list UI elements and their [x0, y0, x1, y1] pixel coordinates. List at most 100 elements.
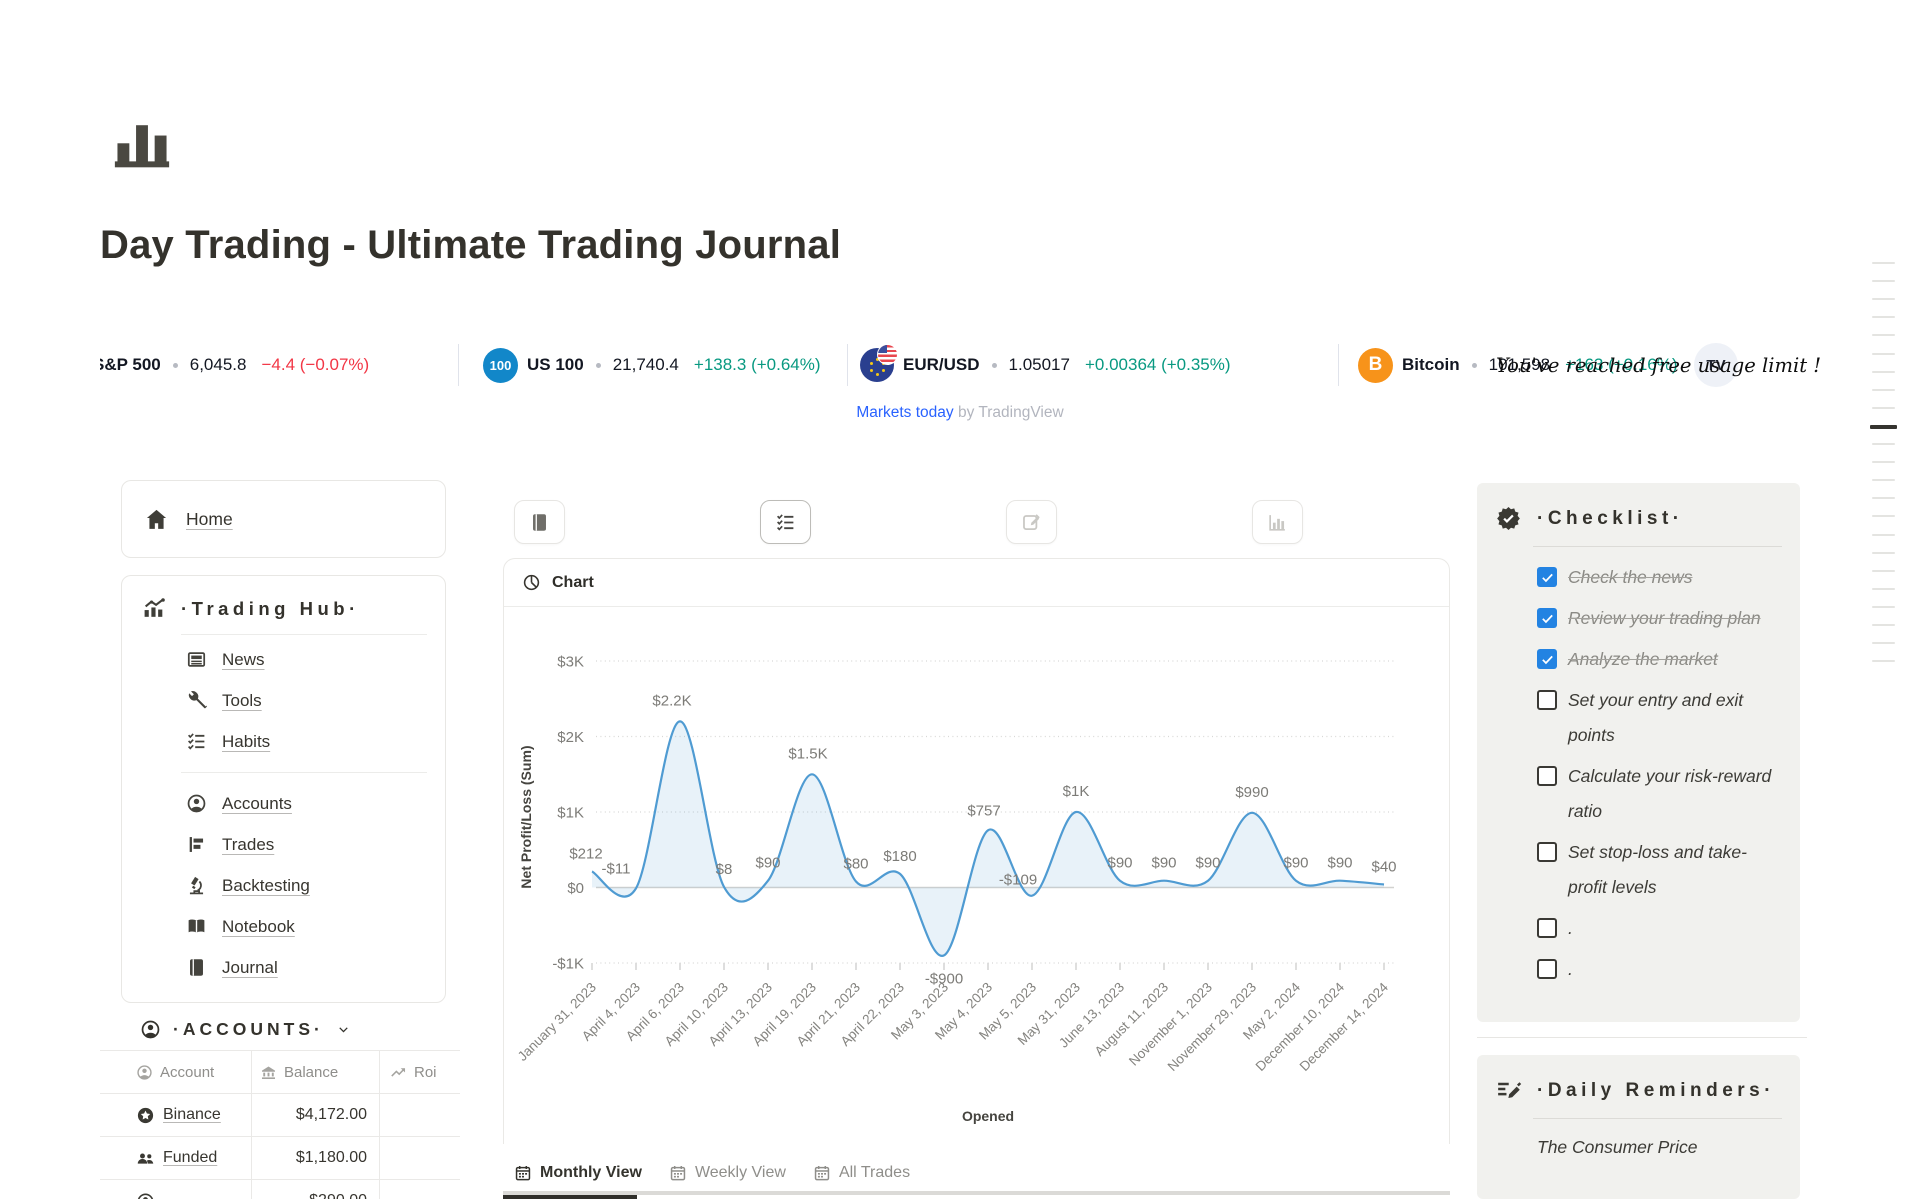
scroll-line-marker [1872, 570, 1895, 572]
ticker-change: +138.3 (+0.64%) [693, 355, 821, 374]
checklist-item: Analyze the market [1537, 642, 1782, 677]
home-label[interactable]: Home [186, 508, 233, 529]
ticker-item-s-p-500[interactable]: S&P 500 6,045.8 −4.4 (−0.07%) [100, 336, 369, 394]
scroll-line-marker [1872, 371, 1895, 373]
house-icon [144, 507, 169, 532]
balance-cell[interactable]: $4,172.00 [252, 1094, 380, 1136]
svg-text:$180: $180 [883, 848, 916, 865]
tab-label: All Trades [838, 1164, 911, 1181]
journal-button[interactable] [514, 500, 565, 544]
sidebar-item-tools[interactable]: Tools [122, 680, 445, 721]
checkbox-checked[interactable] [1537, 608, 1557, 628]
ticker-change: −4.4 (−0.07%) [261, 355, 370, 374]
svg-text:$3K: $3K [557, 654, 584, 671]
chart-button[interactable] [1252, 500, 1303, 544]
svg-text:Net Profit/Loss (Sum): Net Profit/Loss (Sum) [518, 745, 534, 888]
balance-cell[interactable]: $290.00 [252, 1180, 380, 1199]
column-header-roi[interactable]: Roi [380, 1051, 460, 1093]
ticker-item-us-100[interactable]: 100 US 100 21,740.4 +138.3 (+0.64%) [483, 336, 821, 394]
checklist-item: . [1537, 911, 1782, 946]
scroll-line-marker [1872, 660, 1895, 662]
ticker-item-eur-usd[interactable]: EUR/USD 1.05017 +0.00364 (+0.35%) [860, 336, 1231, 394]
svg-text:$757: $757 [967, 802, 1000, 819]
checkbox-checked[interactable] [1537, 567, 1557, 587]
ticker-item-bitcoin[interactable]: B Bitcoin 101,598 +163 (+0.16%) [1358, 336, 1678, 394]
ticker-divider [847, 344, 848, 386]
sidebar-item-notebook[interactable]: Notebook [122, 906, 445, 947]
sidebar-item-trades[interactable]: Trades [122, 824, 445, 865]
scroll-line-marker [1872, 534, 1895, 536]
checkbox-unchecked[interactable] [1537, 766, 1557, 786]
svg-text:$90: $90 [755, 855, 780, 872]
sidebar-item-label[interactable]: Trades [222, 834, 275, 854]
tab-weekly-view[interactable]: Weekly View [669, 1164, 786, 1182]
checkbox-unchecked[interactable] [1537, 842, 1557, 862]
tab-monthly-view[interactable]: Monthly View [514, 1164, 642, 1182]
accounts-section-toggle[interactable]: ·ACCOUNTS· [140, 1019, 462, 1040]
trading-hub-title: ·Trading Hub· [181, 597, 360, 619]
balance-cell[interactable]: $1,180.00 [252, 1137, 380, 1179]
svg-text:$80: $80 [843, 856, 868, 873]
account-cell[interactable]: Binance [100, 1094, 252, 1136]
sidebar-item-accounts[interactable]: Accounts [122, 783, 445, 824]
account-name[interactable]: Funded [163, 1149, 218, 1166]
scroll-line-marker [1872, 316, 1895, 318]
sidebar-item-label[interactable]: Backtesting [222, 875, 310, 895]
divider [1477, 1037, 1807, 1038]
svg-text:$990: $990 [1235, 784, 1268, 801]
sidebar-item-label[interactable]: Habits [222, 731, 271, 751]
account-name[interactable]: Binance [163, 1106, 221, 1123]
sidebar-item-label[interactable]: Accounts [222, 793, 292, 813]
chevron-down-icon[interactable] [336, 1022, 351, 1037]
tab-label: Monthly View [540, 1164, 642, 1181]
left-sidebar: Home ·Trading Hub· News Tools Habits Accoun… [100, 480, 462, 1199]
checklist-title: ·Checklist· [1537, 508, 1684, 529]
checklist-icon [775, 512, 796, 533]
scroll-line-marker [1872, 407, 1895, 409]
tab-all-trades[interactable]: All Trades [813, 1164, 910, 1182]
roi-cell[interactable] [380, 1180, 460, 1199]
market-ticker-tape: You've reached free usage limit ! TV S&P… [100, 336, 1850, 394]
sidebar-item-label[interactable]: Notebook [222, 916, 295, 936]
ticker-change: +0.00364 (+0.35%) [1084, 355, 1231, 374]
roi-cell[interactable] [380, 1094, 460, 1136]
page-emoji-bar-chart-icon [104, 111, 180, 173]
column-header-account[interactable]: Account [100, 1051, 252, 1093]
star-badge-icon [136, 1106, 155, 1125]
ticker-value: 101,598 [1488, 355, 1551, 374]
sidebar-item-backtesting[interactable]: Backtesting [122, 865, 445, 906]
roi-cell[interactable] [380, 1137, 460, 1179]
sidebar-item-home[interactable]: Home [121, 480, 446, 558]
tradingview-logo-badge[interactable]: TV [1694, 343, 1738, 387]
sidebar-item-label[interactable]: News [222, 649, 265, 669]
checklist-button[interactable] [760, 500, 811, 544]
divider [1533, 546, 1782, 547]
compose-icon [1021, 512, 1042, 533]
account-cell[interactable]: Funded [100, 1137, 252, 1179]
reminders-header: ·Daily Reminders· [1495, 1075, 1782, 1106]
sidebar-item-label[interactable]: Tools [222, 690, 262, 710]
sidebar-item-news[interactable]: News [122, 639, 445, 680]
compose-button[interactable] [1006, 500, 1057, 544]
bar-chart-small-icon [1267, 512, 1288, 533]
checkbox-unchecked[interactable] [1537, 918, 1557, 938]
person-circle-icon [136, 1064, 153, 1081]
checklist-item-label: Check the news [1568, 567, 1693, 587]
markets-today-link[interactable]: Markets today [856, 404, 954, 421]
checkbox-checked[interactable] [1537, 649, 1557, 669]
sidebar-item-habits[interactable]: Habits [122, 721, 445, 762]
svg-text:$90: $90 [1327, 855, 1352, 872]
sidebar-item-label[interactable]: Journal [222, 957, 278, 977]
checklist-item-label: . [1568, 959, 1573, 979]
svg-text:-$1K: -$1K [552, 956, 584, 973]
pie-chart-icon [522, 573, 541, 592]
sidebar-item-journal[interactable]: Journal [122, 947, 445, 988]
checklist-item-label: Set your entry and exit points [1568, 690, 1744, 745]
ticker-change: +163 (+0.16%) [1565, 355, 1678, 374]
checkbox-unchecked[interactable] [1537, 959, 1557, 979]
checkbox-unchecked[interactable] [1537, 690, 1557, 710]
by-tradingview-label[interactable]: by TradingView [953, 404, 1064, 421]
column-header-balance[interactable]: Balance [252, 1051, 380, 1093]
chart-toggle-header[interactable]: Chart [504, 559, 1449, 607]
account-cell[interactable] [100, 1180, 252, 1199]
